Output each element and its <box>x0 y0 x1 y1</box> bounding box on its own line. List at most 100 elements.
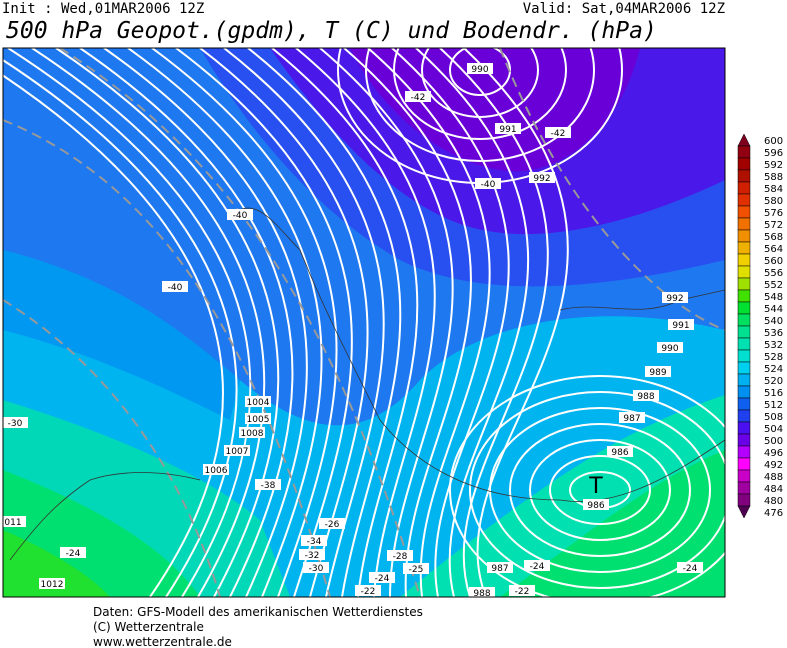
isobar <box>415 48 530 597</box>
isobar <box>449 375 725 597</box>
colorbar-box <box>737 433 751 447</box>
colorbar-box <box>737 421 751 435</box>
contour-label: -34 <box>307 537 322 547</box>
contour-label: 990 <box>661 344 678 354</box>
colorbar-box <box>737 241 751 255</box>
contour-label-bg <box>245 396 271 407</box>
contour-label: -30 <box>309 564 324 574</box>
colorbar-label: 588 <box>764 172 783 183</box>
colorbar-box <box>737 481 751 495</box>
isobar <box>367 48 491 597</box>
isobar <box>127 48 323 597</box>
colorbar-label: 592 <box>764 160 783 171</box>
colorbar-end <box>737 505 751 519</box>
colorbar-label: 508 <box>764 412 783 423</box>
contour-label-bg <box>495 123 521 134</box>
colorbar-label: 524 <box>764 364 783 375</box>
isobar <box>247 48 402 597</box>
isobar <box>31 48 266 597</box>
map-title: 500 hPa Geopot.(gpdm), T (C) und Bodendr… <box>6 18 657 44</box>
contour-label-bg <box>203 464 229 475</box>
isobar <box>393 48 567 140</box>
colorbar-label: 540 <box>764 316 783 327</box>
colorbar-box <box>737 217 751 231</box>
contour-label-bg <box>583 499 609 510</box>
isobar <box>439 48 549 597</box>
isobar <box>3 59 238 597</box>
contour-label: -32 <box>305 551 320 561</box>
contour-label-bg <box>387 550 413 561</box>
isobar <box>175 48 353 597</box>
contour-label: 988 <box>637 392 654 402</box>
colorbar-label: 600 <box>764 136 783 147</box>
isobar <box>295 48 436 597</box>
colorbar-label: 504 <box>764 424 783 435</box>
contour-label-bg <box>657 342 683 353</box>
colorbar-box <box>737 181 751 195</box>
contour-label: 987 <box>491 564 508 574</box>
colorbar-box <box>737 325 751 339</box>
contour-label-bg <box>162 281 188 292</box>
colorbar-box <box>737 145 751 159</box>
isobar <box>223 48 385 597</box>
colorbar-box <box>737 493 751 507</box>
contour-label-bg <box>633 390 659 401</box>
colorbar-label: 548 <box>764 292 783 303</box>
contour-label: 1006 <box>205 466 228 476</box>
contour-label-bg <box>475 178 501 189</box>
isobar <box>151 48 338 597</box>
contour-label: 1012 <box>41 580 64 590</box>
contour-label-bg <box>607 446 633 457</box>
contour-label: 011 <box>4 518 21 528</box>
map-frame <box>2 47 726 598</box>
colorbar-end <box>737 133 751 147</box>
contour-label-bg <box>239 427 265 438</box>
contour-label-bg <box>224 445 250 456</box>
colorbar-label: 572 <box>764 220 783 231</box>
colorbar-box <box>737 205 751 219</box>
contour-label-bg <box>405 91 431 102</box>
contour-label-bg <box>227 209 253 220</box>
contour-label: -38 <box>261 481 276 491</box>
contour-label: 986 <box>587 501 604 511</box>
init-time: Init : Wed,01MAR2006 12Z <box>2 1 204 17</box>
isobar <box>7 48 252 597</box>
isobar <box>509 423 691 557</box>
isobar <box>103 48 308 597</box>
colorbar-label: 560 <box>764 256 783 267</box>
contour-label-bg <box>355 585 381 596</box>
colorbar-box <box>737 361 751 375</box>
contour-label: -22 <box>515 587 530 597</box>
contour-label-bg <box>662 292 688 303</box>
contour-label: 992 <box>533 174 550 184</box>
isobar <box>421 48 539 118</box>
contour-label: -28 <box>393 552 408 562</box>
contour-label-bg <box>677 562 703 573</box>
colorbar-label: 488 <box>764 472 783 483</box>
colorbar-label: 596 <box>764 148 783 159</box>
contour-label: 1007 <box>226 447 249 457</box>
colorbar-box <box>737 469 751 483</box>
colorbar-label: 516 <box>764 388 783 399</box>
contour-label: -24 <box>683 564 698 574</box>
isobar <box>391 48 510 597</box>
isobar <box>529 439 671 541</box>
contour-label-bg <box>545 127 571 138</box>
colorbar-label: 532 <box>764 340 783 351</box>
colorbar-box <box>737 193 751 207</box>
contour-label-bg <box>469 587 495 597</box>
colorbar-box <box>737 229 751 243</box>
contour-label-bg <box>299 549 325 560</box>
contour-label: 986 <box>611 448 628 458</box>
contour-label-bg <box>369 572 395 583</box>
contour-label: 1005 <box>247 415 270 425</box>
contour-label-bg <box>245 413 271 424</box>
contour-label-bg <box>524 560 550 571</box>
contour-label-bg <box>668 319 694 330</box>
contour-label: -24 <box>66 549 81 559</box>
contour-label: -22 <box>361 587 376 597</box>
colorbar-box <box>737 277 751 291</box>
contour-label: -24 <box>530 562 545 572</box>
contour-label-bg <box>403 563 429 574</box>
colorbar-box <box>737 457 751 471</box>
